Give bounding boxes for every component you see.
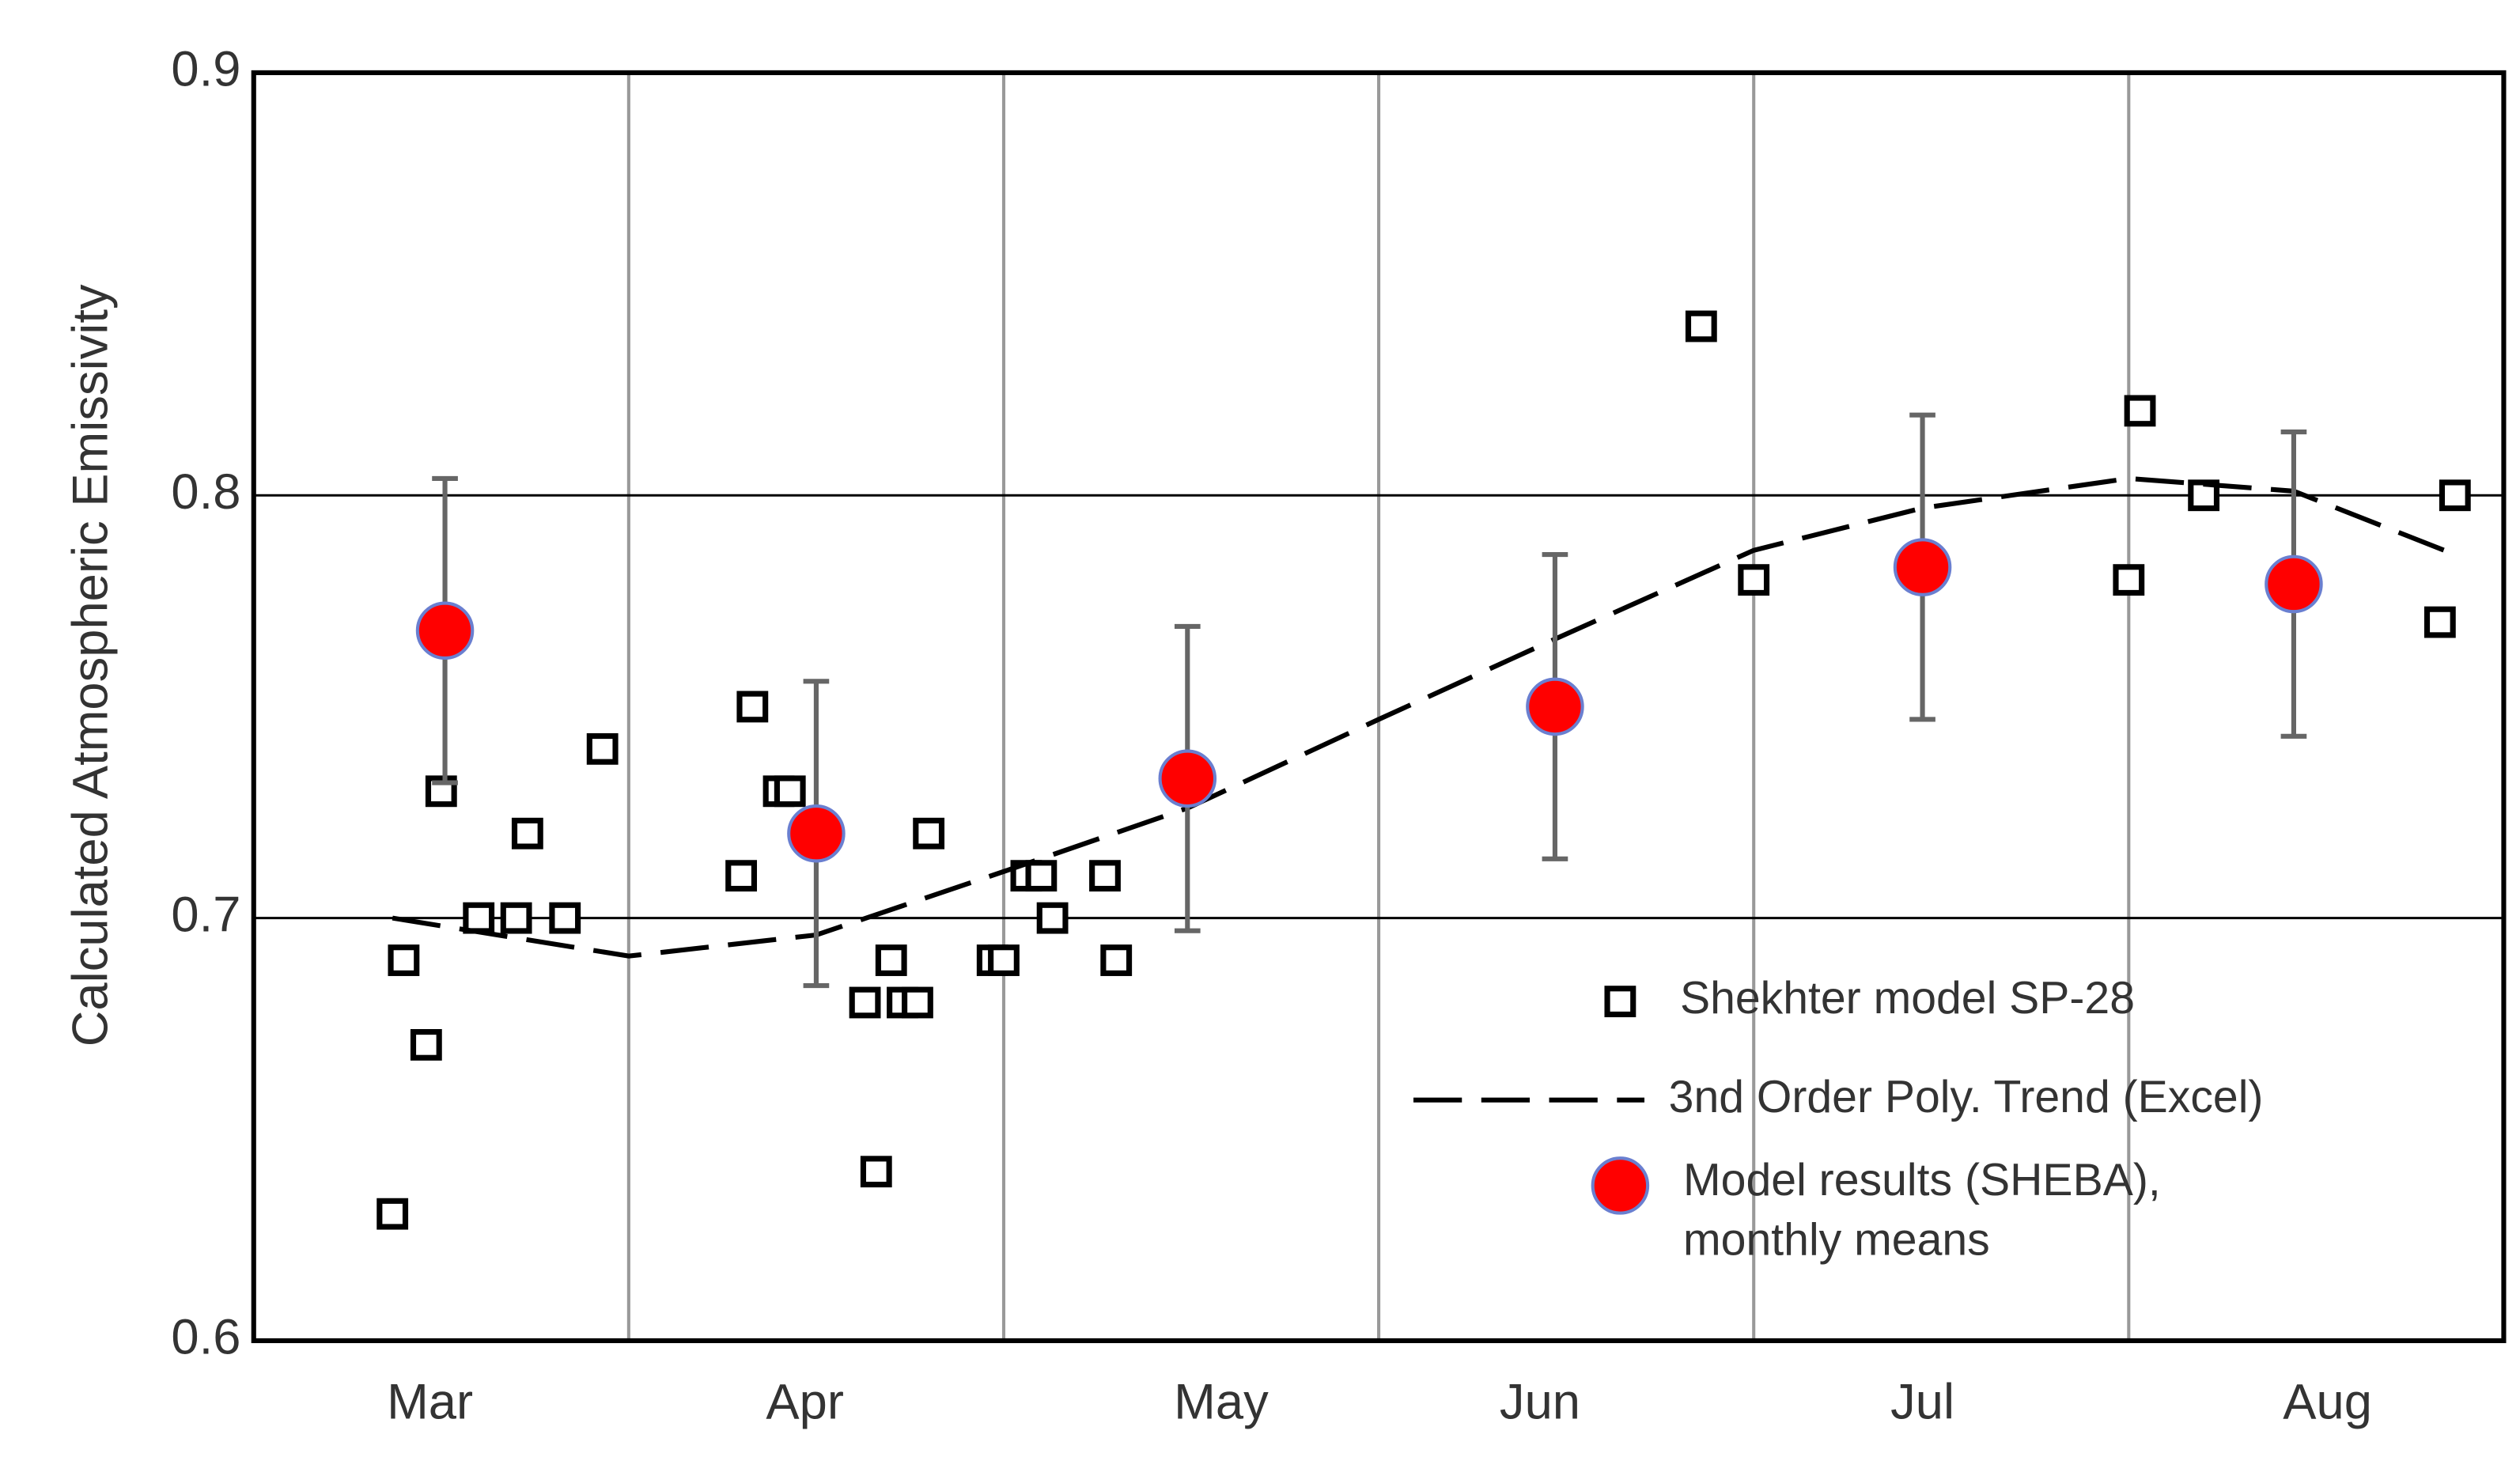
square-marker	[902, 986, 933, 1019]
plot-frame	[251, 70, 2507, 1344]
square-marker	[410, 1029, 442, 1061]
square-marker	[1685, 310, 1717, 342]
circle-marker	[1158, 749, 1217, 808]
square-marker	[2424, 606, 2456, 638]
y-tick-label: 0.6	[171, 1310, 240, 1365]
legend-label: Model results (SHEBA), monthly means	[1683, 1155, 2161, 1265]
y-tick-label: 0.7	[171, 887, 240, 942]
circle-marker	[1893, 538, 1952, 596]
x-tick-label: Jun	[1500, 1374, 1580, 1429]
y-tick-label: 0.9	[171, 42, 240, 97]
circle-marker	[787, 804, 846, 863]
square-marker	[2188, 479, 2220, 512]
square-marker	[463, 902, 495, 934]
x-tick-label: Jul	[1890, 1374, 1954, 1429]
square-marker	[1036, 902, 1069, 934]
square-marker	[549, 902, 581, 934]
legend-label: Shekhter model SP-28	[1680, 973, 2135, 1024]
square-marker	[913, 817, 945, 850]
square-marker	[2124, 395, 2156, 427]
legend-label: 3nd Order Poly. Trend (Excel)	[1669, 1072, 2264, 1122]
square-marker	[1100, 944, 1133, 976]
x-tick-label: Aug	[2283, 1374, 2372, 1429]
square-marker	[988, 944, 1020, 976]
y-tick-label: 0.8	[171, 464, 240, 520]
square-marker	[1025, 860, 1058, 892]
square-marker	[860, 1156, 892, 1188]
square-marker	[376, 1198, 409, 1230]
square-marker	[875, 944, 907, 976]
square-marker	[1738, 564, 1770, 596]
square-marker	[511, 817, 543, 850]
circle-marker	[1526, 677, 1584, 736]
square-marker	[725, 860, 758, 892]
legend-label-box: Model results (SHEBA), monthly means	[1683, 1155, 2161, 1265]
square-marker	[2113, 564, 2145, 596]
trend-line	[392, 475, 2456, 959]
square-marker	[736, 691, 769, 723]
square-marker	[388, 944, 420, 976]
y-axis-label: Calculated Atmospheric Emissivity	[62, 284, 118, 1046]
square-marker	[1089, 860, 1121, 892]
square-marker	[500, 902, 532, 934]
square-marker	[774, 775, 806, 808]
square-marker	[586, 732, 619, 765]
x-tick-label: May	[1174, 1374, 1269, 1429]
x-tick-label: Apr	[766, 1374, 843, 1429]
square-marker	[849, 986, 881, 1019]
legend-marker	[1591, 1156, 1650, 1215]
square-marker	[2439, 479, 2471, 512]
x-tick-label: Mar	[387, 1374, 473, 1429]
circle-marker	[415, 601, 475, 660]
circle-marker	[2265, 554, 2323, 614]
legend-marker	[1604, 986, 1636, 1018]
